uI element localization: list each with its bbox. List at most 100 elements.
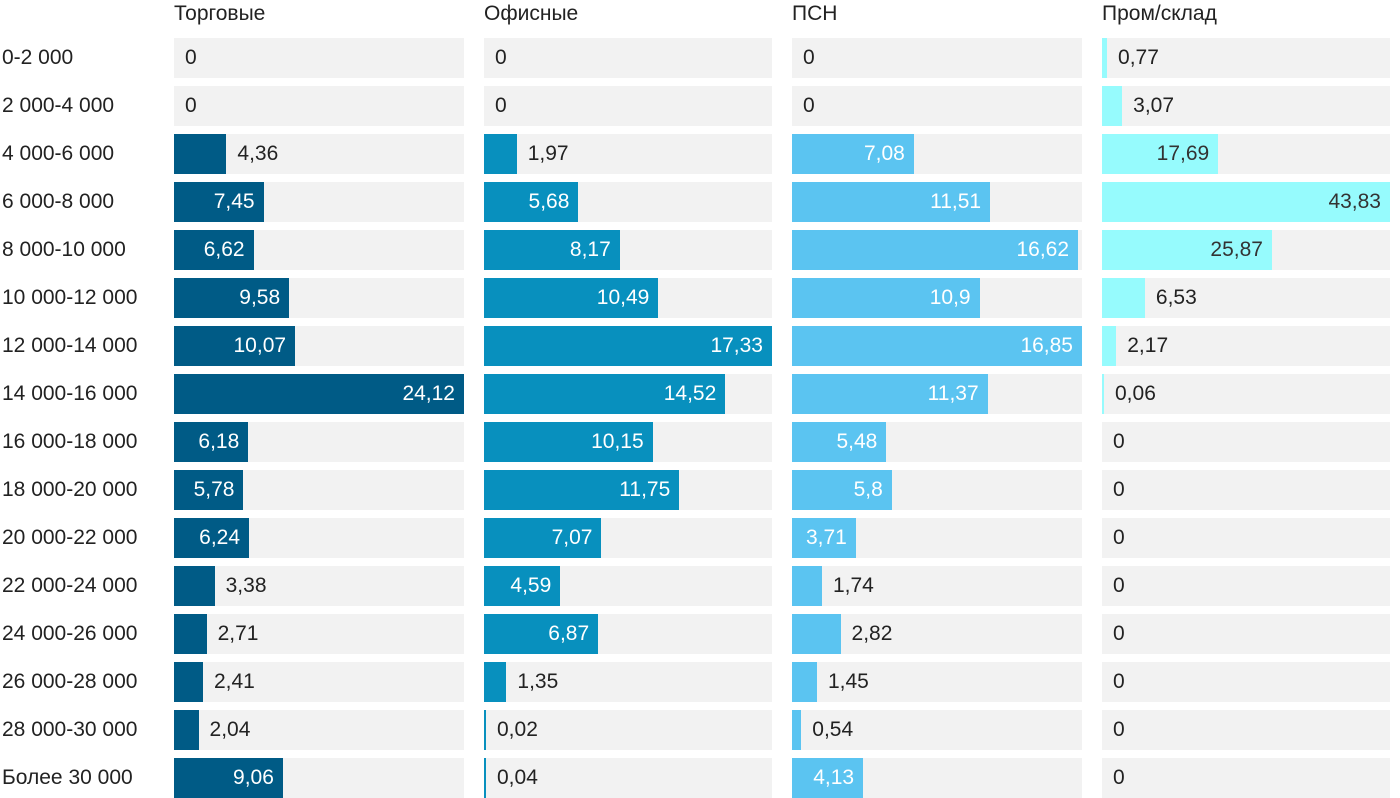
bar — [1102, 38, 1108, 78]
bar-track — [792, 38, 1082, 78]
bar — [174, 182, 264, 222]
bar — [484, 614, 599, 654]
bar — [484, 374, 726, 414]
data-label: 17,33 — [710, 334, 763, 357]
data-label: 0 — [803, 94, 815, 117]
row-label-6: 10 000-12 000 — [2, 286, 138, 309]
data-label: 11,37 — [927, 382, 979, 405]
bar — [792, 182, 991, 222]
data-label: 0,02 — [497, 718, 538, 741]
data-label: 9,06 — [233, 766, 274, 789]
bar-track — [1102, 662, 1390, 702]
data-label: 10,49 — [596, 286, 650, 309]
bar — [792, 278, 980, 318]
bar — [792, 758, 864, 798]
data-label: 4,13 — [813, 766, 855, 789]
bar — [484, 758, 486, 798]
data-label: 43,83 — [1328, 190, 1381, 213]
data-label: 1,97 — [527, 142, 569, 165]
bar-track — [174, 38, 464, 78]
data-label: 25,87 — [1210, 238, 1263, 261]
data-label: 4,36 — [237, 142, 279, 165]
bar — [174, 662, 203, 702]
bar — [174, 614, 207, 654]
row-label-15: 28 000-30 000 — [2, 718, 138, 741]
bar — [792, 230, 1079, 270]
bar — [174, 230, 254, 270]
row-label-7: 12 000-14 000 — [2, 334, 138, 357]
data-label: 7,07 — [551, 526, 593, 549]
row-label-1: 0-2 000 — [2, 46, 74, 69]
bar-track — [1102, 422, 1390, 462]
data-label: 6,18 — [198, 430, 240, 453]
bar-track — [174, 710, 464, 750]
bar-track — [792, 662, 1082, 702]
data-label: 0 — [803, 46, 815, 69]
data-label: 0,54 — [812, 718, 854, 741]
bar-track — [1102, 86, 1390, 126]
bar-track — [1102, 326, 1390, 366]
bar-track — [1102, 614, 1390, 654]
data-label: 0 — [495, 94, 507, 117]
bar — [792, 470, 892, 510]
bar — [174, 566, 215, 606]
row-label-3: 4 000-6 000 — [2, 142, 115, 165]
data-label: 16,85 — [1020, 334, 1073, 357]
bar — [484, 278, 659, 318]
data-label: 2,17 — [1127, 334, 1169, 357]
bar-track — [1102, 278, 1390, 318]
bar-track — [1102, 518, 1390, 558]
bar — [484, 230, 620, 270]
bar-track — [792, 86, 1082, 126]
data-label: 0,06 — [1115, 382, 1156, 405]
bar — [1102, 182, 1390, 222]
row-label-9: 16 000-18 000 — [2, 430, 138, 453]
data-label: 24,12 — [402, 382, 455, 405]
bar-track — [484, 134, 772, 174]
data-label: 5,8 — [853, 478, 883, 501]
data-label: 3,71 — [805, 526, 847, 549]
bar-track — [1102, 374, 1390, 414]
bar — [484, 182, 579, 222]
bar-track — [1102, 566, 1390, 606]
data-label: 16,62 — [1016, 238, 1070, 261]
column-title-2: Офисные — [484, 2, 579, 25]
row-label-13: 24 000-26 000 — [2, 622, 138, 645]
data-label: 9,58 — [239, 286, 281, 309]
data-label: 0 — [1113, 622, 1125, 645]
data-label: 6,53 — [1155, 286, 1197, 309]
bar — [1102, 230, 1272, 270]
row-label-5: 8 000-10 000 — [2, 238, 126, 261]
bar — [484, 470, 680, 510]
data-label: 6,24 — [199, 526, 241, 549]
data-label: 14,52 — [663, 382, 717, 405]
bar — [792, 710, 802, 750]
data-label: 10,15 — [591, 430, 644, 453]
row-label-12: 22 000-24 000 — [2, 574, 138, 597]
data-label: 0 — [1113, 478, 1125, 501]
bar-track — [174, 662, 464, 702]
data-label: 10,07 — [233, 334, 287, 357]
data-label: 5,78 — [193, 478, 235, 501]
bar — [484, 518, 602, 558]
bar — [174, 710, 199, 750]
bar — [174, 518, 250, 558]
bar-track — [174, 614, 464, 654]
row-label-4: 6 000-8 000 — [2, 190, 115, 213]
bar-track — [174, 566, 464, 606]
data-label: 6,62 — [203, 238, 245, 261]
data-label: 6,87 — [548, 622, 590, 645]
bar-track — [792, 566, 1082, 606]
column-title-3: ПСН — [792, 2, 838, 25]
data-label: 1,45 — [827, 670, 869, 693]
data-label: 0 — [1113, 574, 1125, 597]
bar-track — [484, 38, 772, 78]
bar — [1102, 326, 1117, 366]
bar — [792, 614, 841, 654]
bar — [484, 326, 772, 366]
data-label: 0 — [185, 94, 197, 117]
bar — [792, 422, 887, 462]
data-label: 0 — [495, 46, 507, 69]
bar-track — [484, 758, 772, 798]
